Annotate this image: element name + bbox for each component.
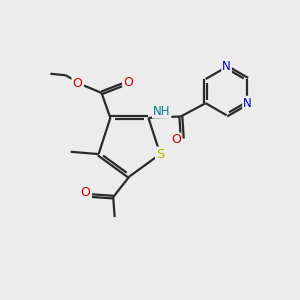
Text: N: N	[222, 61, 231, 74]
Text: S: S	[156, 148, 164, 160]
Text: N: N	[243, 97, 252, 110]
Text: O: O	[171, 134, 181, 146]
Text: NH: NH	[153, 105, 170, 118]
Text: O: O	[123, 76, 133, 89]
Text: O: O	[72, 77, 82, 90]
Text: O: O	[81, 186, 91, 199]
